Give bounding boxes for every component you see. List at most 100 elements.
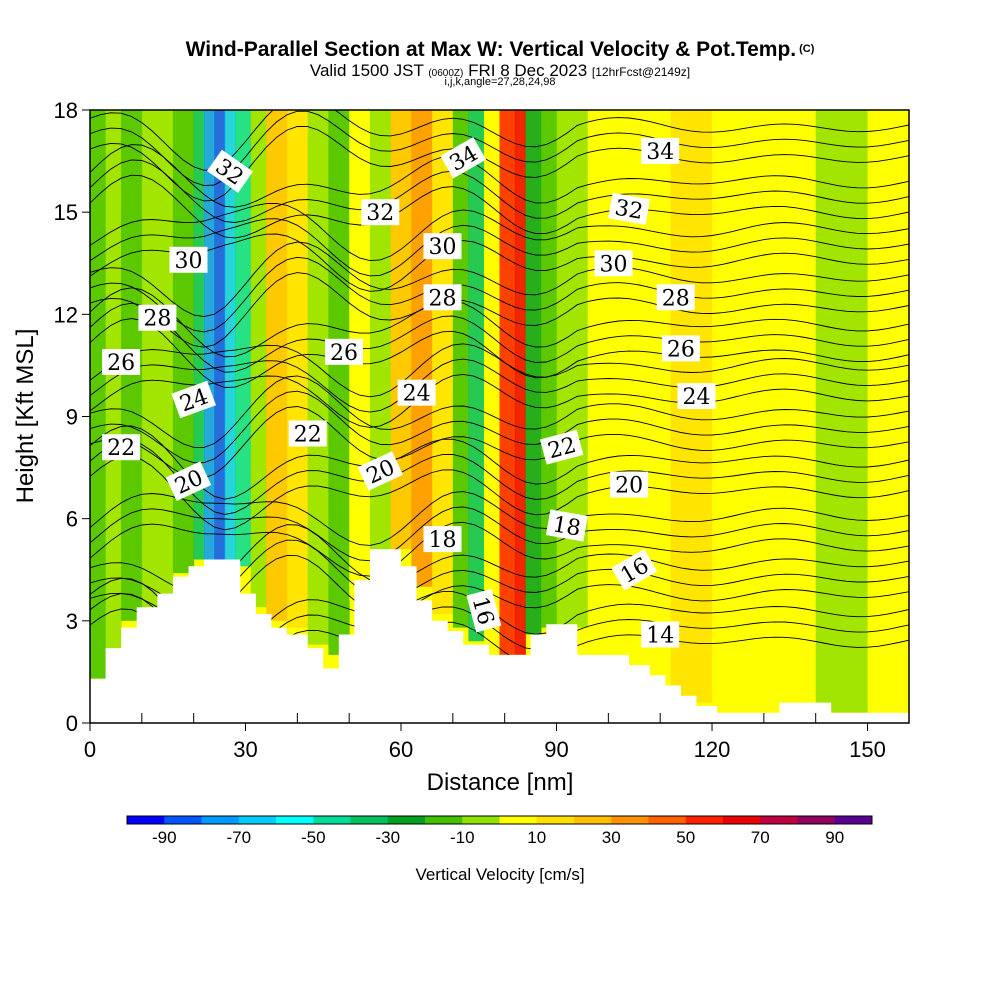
- contour-label: 30: [594, 250, 633, 277]
- velocity-band: [105, 110, 122, 655]
- contour-label-box: [102, 434, 141, 461]
- y-tick-label: 18: [54, 98, 78, 123]
- isentrope-line: [90, 126, 909, 202]
- contour-label-box: [138, 304, 177, 331]
- x-tick-label: 60: [389, 737, 413, 762]
- colorbar-tick-label: 10: [527, 828, 546, 847]
- y-tick-label: 12: [54, 302, 78, 327]
- isentrope-line: [90, 241, 909, 318]
- colorbar-swatch: [276, 816, 314, 824]
- contour-label-box: [545, 509, 588, 542]
- contour-label: 22: [539, 429, 584, 465]
- isentrope-line: [90, 202, 909, 262]
- velocity-band: [266, 110, 288, 621]
- velocity-band: [525, 110, 542, 635]
- contour-label-text: 18: [429, 528, 457, 553]
- y-tick-label: 0: [66, 711, 78, 736]
- contour-label-text: 34: [646, 140, 674, 165]
- colorbar-swatch: [760, 816, 798, 824]
- velocity-band: [193, 110, 205, 560]
- contour-label-box: [423, 284, 462, 311]
- isentrope-line: [90, 159, 909, 223]
- contour-label: 30: [423, 233, 462, 260]
- isentrope-line: [90, 358, 909, 413]
- isentrope-line: [90, 144, 909, 208]
- colorbar-swatch: [723, 816, 761, 824]
- contour-label-box: [466, 588, 502, 633]
- contour-label-box: [610, 471, 649, 498]
- velocity-band: [204, 110, 215, 560]
- velocity-band: [468, 110, 485, 642]
- contour-label-box: [608, 192, 651, 225]
- forecast-info: [12hrFcst@2149z]: [591, 65, 691, 79]
- velocity-band: [286, 110, 309, 628]
- velocity-band: [411, 110, 433, 587]
- x-tick-label: 30: [233, 737, 257, 762]
- contour-label-text: 26: [667, 337, 695, 362]
- colorbar-swatch: [611, 816, 649, 824]
- contour-label: 24: [397, 379, 436, 407]
- contour-label-box: [539, 429, 584, 465]
- plot-area: [90, 110, 909, 723]
- contour-label-box: [594, 250, 633, 277]
- velocity-band: [815, 110, 869, 713]
- x-tick-label: 0: [84, 737, 96, 762]
- velocity-band: [90, 110, 107, 679]
- contour-label-box: [423, 526, 462, 553]
- isentrope-line: [90, 390, 909, 464]
- contour-label-text: 30: [429, 235, 457, 260]
- valid-utc: (0600Z): [428, 68, 464, 79]
- contour-label-box: [171, 380, 217, 419]
- colorbar-swatch: [127, 816, 165, 824]
- contour-label-text: 20: [615, 474, 643, 499]
- colorbar-swatch: [350, 816, 389, 824]
- isentrope-line: [90, 287, 909, 358]
- contour-label: 30: [169, 246, 208, 274]
- contour-label: 14: [641, 621, 680, 649]
- velocity-band: [250, 110, 267, 608]
- colorbar-tick-label: 70: [751, 828, 770, 847]
- y-tick-label: 9: [66, 405, 78, 430]
- colorbar-swatch: [313, 816, 351, 824]
- contour-label-box: [641, 621, 680, 648]
- terrain: [90, 549, 909, 723]
- contour-label-text: 22: [294, 423, 322, 448]
- chart-subtitle: Valid 1500 JST (0600Z) FRI 8 Dec 2023 [1…: [0, 61, 1000, 81]
- contour-label: 20: [165, 461, 212, 502]
- contour-label-text: 30: [600, 252, 628, 277]
- isentrope-line: [90, 440, 909, 515]
- contour-label-text: 18: [551, 512, 583, 541]
- y-axis-label: Height [Kft MSL]: [12, 329, 39, 504]
- colorbar-tick-label: -50: [301, 828, 326, 847]
- isentrope-line: [90, 506, 909, 562]
- contour-label-box: [288, 420, 327, 447]
- isentrope-line: [90, 174, 909, 239]
- isentrope-line: [90, 373, 909, 428]
- isentrope-line: [90, 272, 909, 348]
- colorbar-swatch: [536, 816, 575, 824]
- contour-label: 26: [325, 338, 363, 366]
- isentrope-line: [90, 302, 909, 373]
- velocity-band: [867, 110, 909, 713]
- axes: 0 30 60 90 120 150 0 3 6 9 12 15 18: [54, 98, 910, 762]
- velocity-band: [483, 110, 500, 649]
- velocity-band: [214, 110, 226, 560]
- isentrope-line: [90, 456, 909, 531]
- contour-label-box: [165, 461, 212, 502]
- velocity-band: [307, 110, 329, 645]
- contour-label-box: [206, 149, 254, 193]
- velocity-band: [141, 110, 174, 608]
- y-tick-label: 3: [66, 609, 78, 634]
- isentrope-line: [90, 425, 909, 500]
- contour-label-text: 22: [107, 436, 135, 461]
- colorbar-swatch: [499, 816, 538, 824]
- contour-label: 18: [423, 526, 462, 553]
- y-tick-label: 6: [66, 507, 78, 532]
- isentrope-line: [90, 521, 909, 577]
- contour-label-box: [423, 233, 462, 260]
- contour-label-text: 14: [646, 624, 674, 649]
- velocity-band: [224, 110, 236, 560]
- contour-label-box: [677, 383, 716, 410]
- velocity-band: [763, 110, 817, 713]
